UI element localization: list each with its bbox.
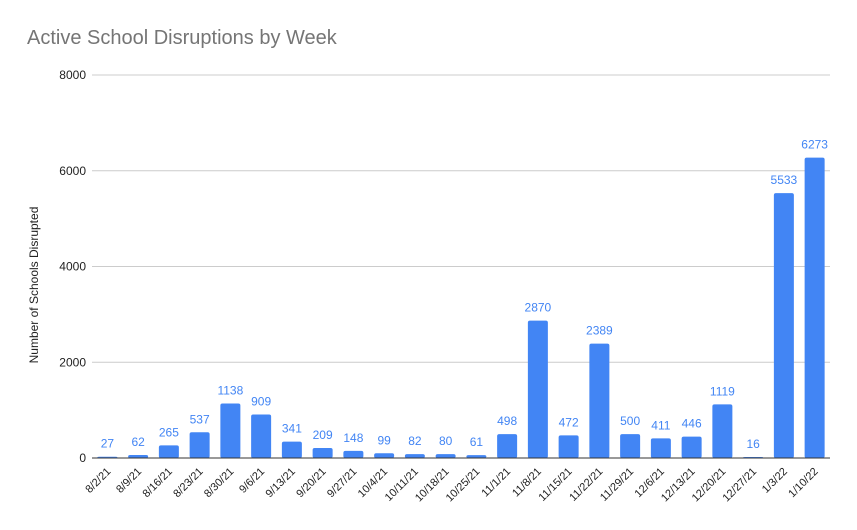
bar [374,453,395,458]
bar [435,454,456,458]
y-tick-label: 0 [79,451,86,465]
x-tick-label: 9/13/21 [264,466,298,500]
data-label: 472 [559,415,579,429]
x-tick-label: 9/20/21 [294,466,328,500]
data-label: 537 [190,412,210,426]
x-tick-label: 11/1/21 [479,466,513,500]
bar [281,441,302,458]
y-tick-label: 2000 [59,355,86,369]
x-tick-label: 10/25/21 [444,466,483,505]
bar [220,403,241,458]
y-tick-label: 4000 [59,260,86,274]
data-label: 62 [131,435,145,449]
x-tick-label: 9/27/21 [325,466,359,500]
x-tick-label: 12/27/21 [720,466,759,505]
data-label: 498 [497,414,517,428]
x-tick-label: 8/2/21 [83,466,113,496]
bar [312,447,333,458]
y-tick-label: 8000 [59,68,86,82]
data-label: 2389 [586,324,613,338]
data-label: 209 [313,428,333,442]
bar [251,414,272,458]
data-label: 1119 [710,384,735,398]
data-label: 1138 [217,384,243,398]
bar [128,455,149,458]
x-tick-label: 8/30/21 [202,466,236,500]
chart-title: Active School Disruptions by Week [27,27,337,49]
x-tick-label: 8/16/21 [141,466,175,500]
data-label: 61 [470,435,484,449]
bar [158,445,179,458]
bar [589,343,610,458]
bar [620,434,641,458]
data-label: 82 [408,434,422,448]
bar [773,193,794,459]
data-label: 27 [101,437,115,451]
data-label: 16 [746,437,760,451]
x-tick-label: 1/10/22 [786,466,820,500]
data-label: 500 [620,414,640,428]
bar [712,404,733,458]
data-label: 5533 [771,173,798,187]
bar [189,432,210,458]
data-label: 446 [682,417,702,431]
bar [404,454,425,458]
data-label: 6273 [801,138,828,152]
bar [527,320,548,458]
data-label: 411 [651,418,670,432]
data-label: 909 [251,394,271,408]
bar [650,438,671,458]
bar [343,450,364,458]
x-tick-label: 8/23/21 [171,466,205,500]
x-tick-label: 11/29/21 [598,466,636,504]
bar [497,434,518,458]
y-tick-label: 6000 [59,164,86,178]
bar [558,435,579,458]
data-label: 265 [159,425,179,439]
data-label: 80 [439,434,453,448]
bar [681,436,702,458]
data-label: 99 [377,433,391,447]
bar [466,455,487,458]
data-label: 148 [343,431,363,445]
data-label: 2870 [525,301,552,315]
bar [804,157,825,459]
data-label: 341 [282,422,302,436]
